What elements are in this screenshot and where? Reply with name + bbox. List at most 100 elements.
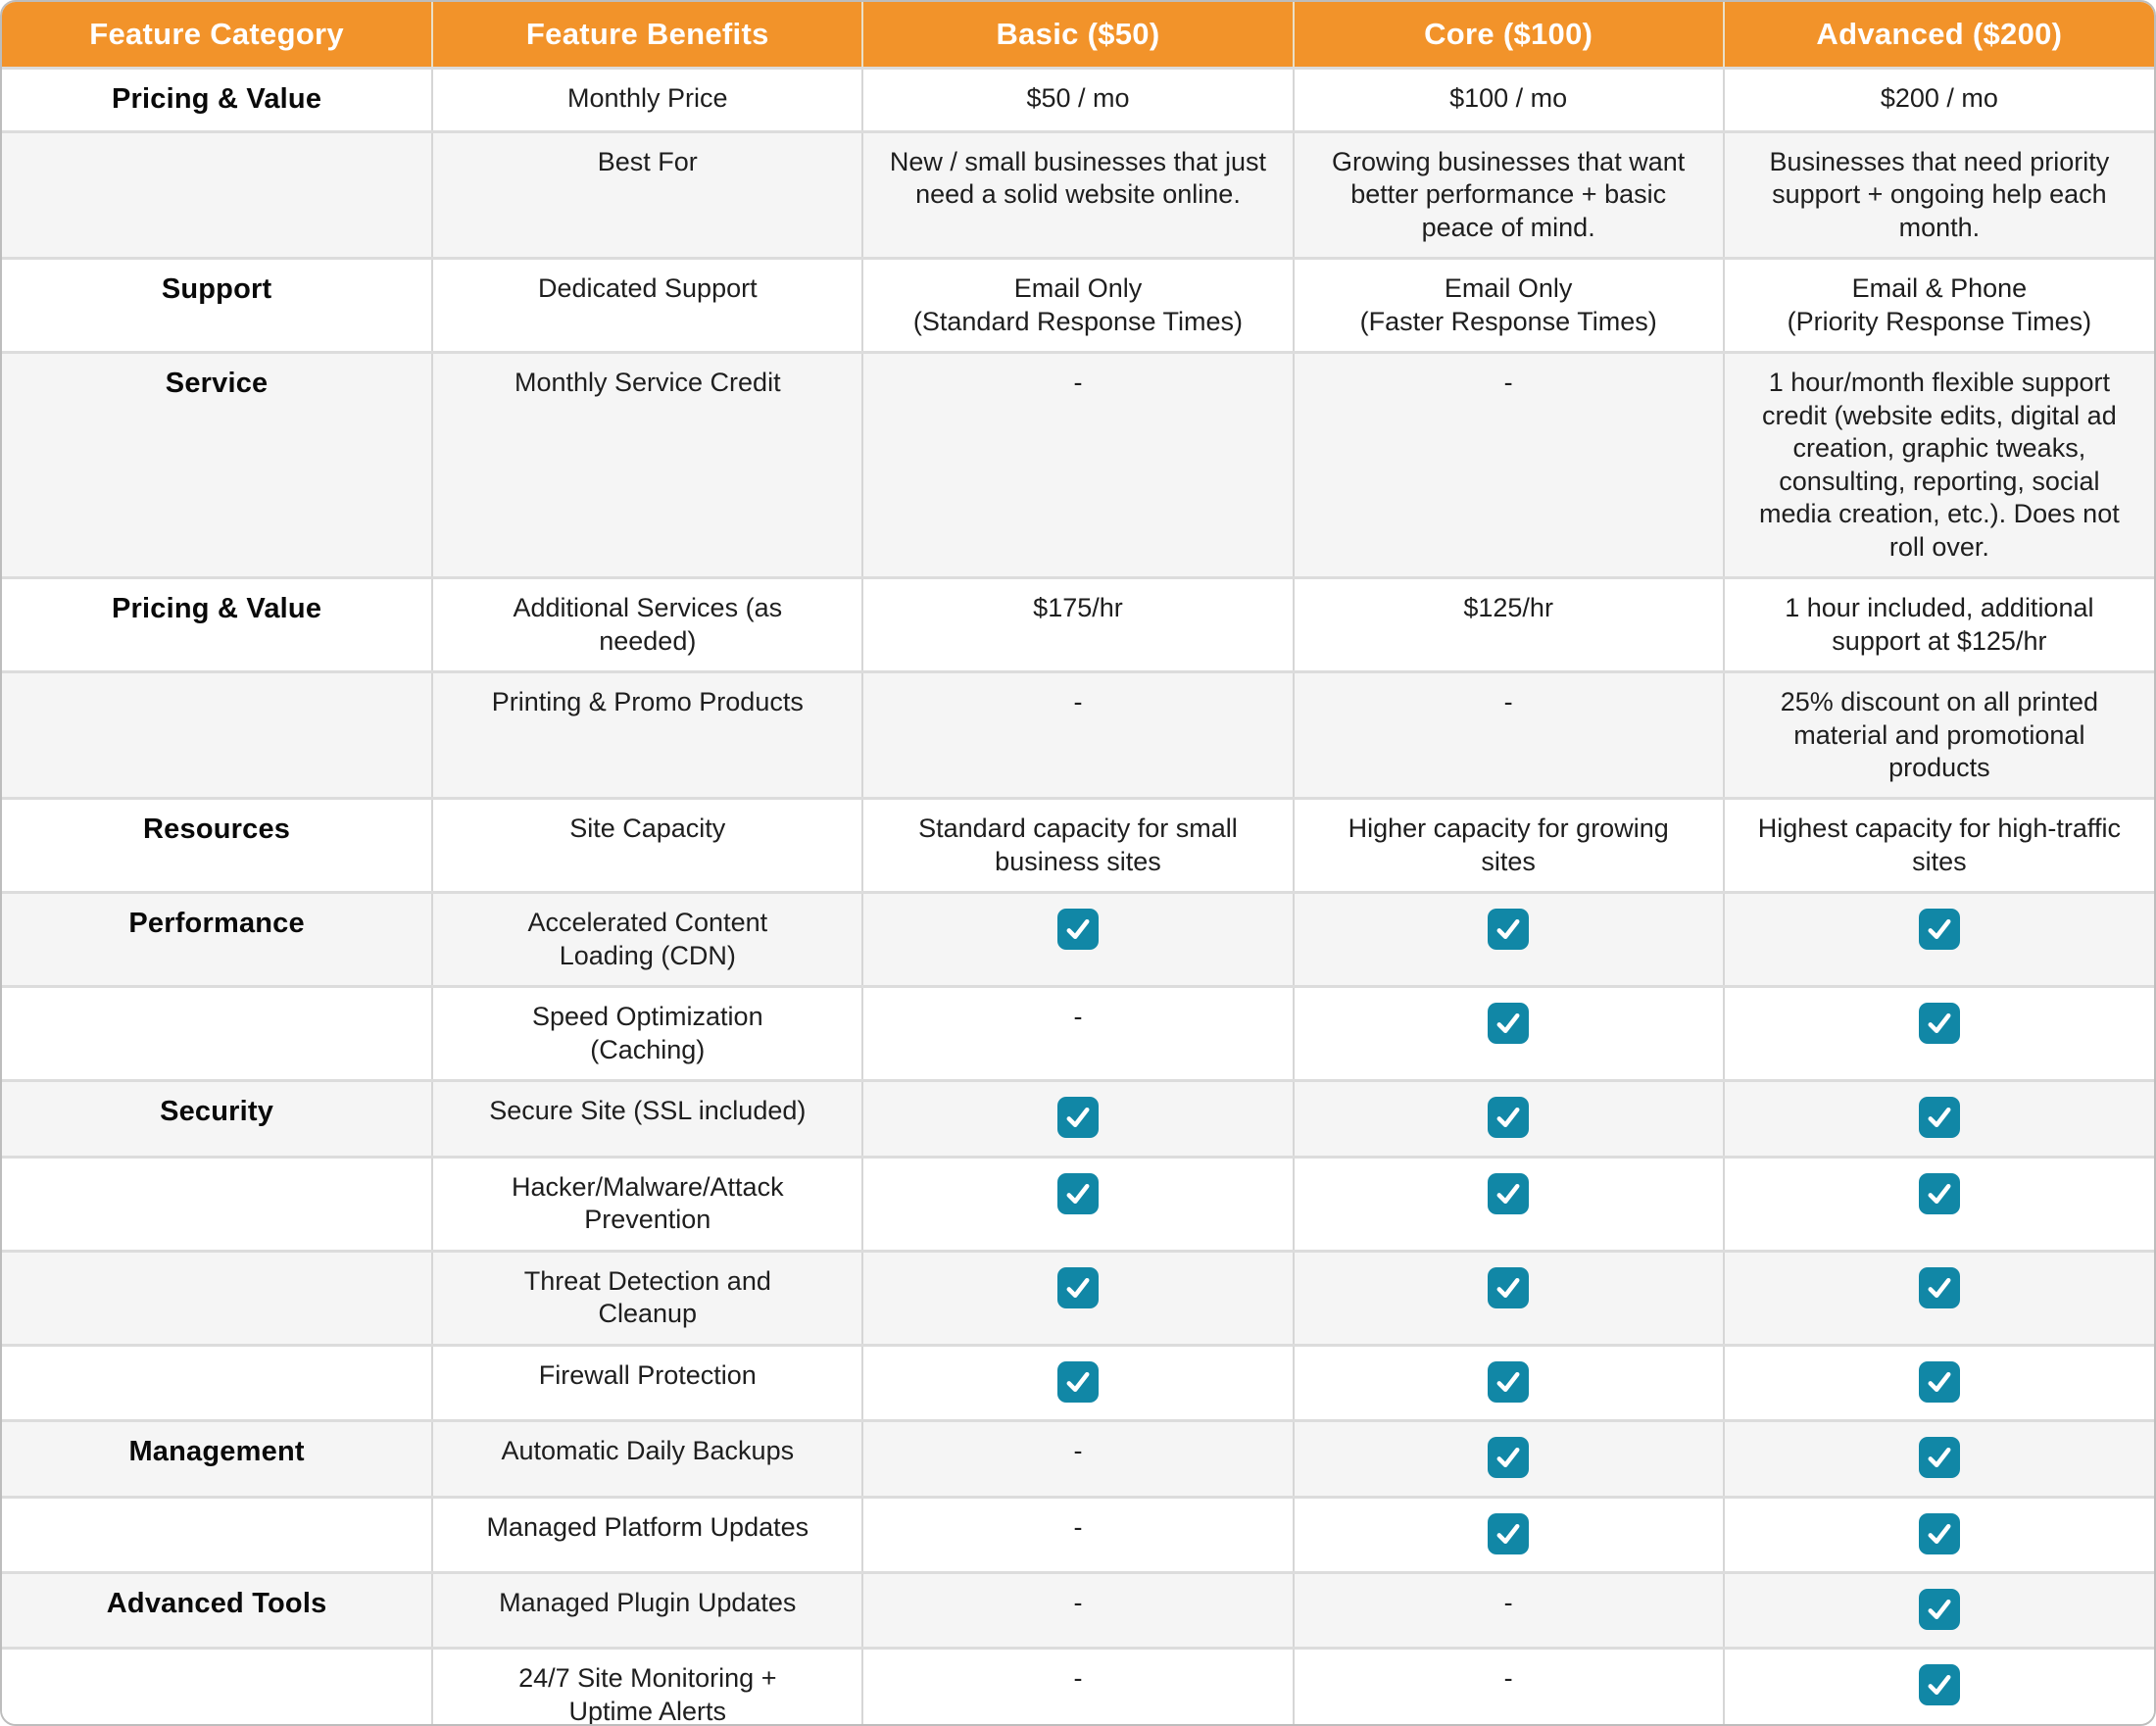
cell-feature-category: Pricing & Value xyxy=(2,67,433,132)
checkbox-checked-icon xyxy=(1488,1003,1530,1045)
cell-feature-benefits: Dedicated Support xyxy=(431,257,863,353)
checkbox-checked-icon xyxy=(1488,1360,1530,1403)
table-row: Resources Site Capacity Standard capacity … xyxy=(2,797,2154,893)
cell-basic: $50 / mo xyxy=(861,67,1294,132)
cell-feature-benefits: Accelerated Content Loading (CDN) xyxy=(431,891,863,987)
cell-basic: Standard capacity for small business sit… xyxy=(861,797,1294,893)
cell-feature-category xyxy=(2,1155,433,1252)
checkbox-checked-icon xyxy=(1488,1512,1530,1554)
cell-core xyxy=(1292,1495,1724,1573)
cell-feature-category xyxy=(2,1495,433,1573)
cell-core: - xyxy=(1292,1571,1724,1649)
table-row: Threat Detection and Cleanup xyxy=(2,1249,2154,1346)
cell-feature-benefits: Managed Plugin Updates xyxy=(431,1571,863,1649)
cell-core: $125/hr xyxy=(1292,576,1724,672)
cell-feature-category xyxy=(2,1343,433,1421)
table-row: Speed Optimization (Caching) - xyxy=(2,985,2154,1081)
checkbox-checked-icon xyxy=(1488,1437,1530,1479)
checkbox-checked-icon xyxy=(1918,1589,1960,1631)
cell-core: Email Only (Faster Response Times) xyxy=(1292,257,1724,353)
checkbox-checked-icon xyxy=(1056,909,1099,951)
cell-core xyxy=(1292,985,1724,1081)
table-row: 24/7 Site Monitoring + Uptime Alerts - - xyxy=(2,1647,2154,1724)
checkbox-checked-icon xyxy=(1918,1266,1960,1308)
cell-feature-benefits: Printing & Promo Products xyxy=(431,670,863,799)
cell-advanced xyxy=(1722,1249,2154,1346)
cell-advanced xyxy=(1722,1419,2154,1498)
table-row: Management Automatic Daily Backups - xyxy=(2,1419,2154,1498)
header-row: Feature Category Feature Benefits Basic … xyxy=(2,2,2154,69)
cell-feature-category: Pricing & Value xyxy=(2,576,433,672)
checkbox-checked-icon xyxy=(1488,1172,1530,1214)
cell-advanced: Highest capacity for high-traffic sites xyxy=(1722,797,2154,893)
checkbox-checked-icon xyxy=(1918,909,1960,951)
table-header: Feature Category Feature Benefits Basic … xyxy=(2,2,2154,69)
cell-feature-benefits: Site Capacity xyxy=(431,797,863,893)
cell-core: - xyxy=(1292,670,1724,799)
column-header-feature-benefits: Feature Benefits xyxy=(431,2,863,69)
cell-feature-benefits: Best For xyxy=(431,129,863,259)
cell-core: - xyxy=(1292,1647,1724,1724)
cell-feature-benefits: Hacker/Malware/Attack Prevention xyxy=(431,1155,863,1252)
checkbox-checked-icon xyxy=(1918,1512,1960,1554)
table-row: Hacker/Malware/Attack Prevention xyxy=(2,1155,2154,1252)
table-row: Security Secure Site (SSL included) xyxy=(2,1079,2154,1158)
cell-basic: Email Only (Standard Response Times) xyxy=(861,257,1294,353)
cell-feature-benefits: Managed Platform Updates xyxy=(431,1495,863,1573)
cell-feature-benefits: Firewall Protection xyxy=(431,1343,863,1421)
table-row: Firewall Protection xyxy=(2,1343,2154,1421)
cell-feature-benefits: 24/7 Site Monitoring + Uptime Alerts xyxy=(431,1647,863,1724)
cell-basic: New / small businesses that just need a … xyxy=(861,129,1294,259)
checkbox-checked-icon xyxy=(1918,1097,1960,1139)
column-header-advanced: Advanced ($200) xyxy=(1722,2,2154,69)
table-row: Performance Accelerated Content Loading (… xyxy=(2,891,2154,987)
checkbox-checked-icon xyxy=(1918,1437,1960,1479)
cell-feature-category xyxy=(2,670,433,799)
table-row: Managed Platform Updates - xyxy=(2,1495,2154,1573)
cell-feature-benefits: Secure Site (SSL included) xyxy=(431,1079,863,1158)
cell-advanced xyxy=(1722,1571,2154,1649)
cell-feature-category: Advanced Tools xyxy=(2,1571,433,1649)
checkbox-checked-icon xyxy=(1488,909,1530,951)
column-header-basic: Basic ($50) xyxy=(861,2,1294,69)
cell-core xyxy=(1292,1079,1724,1158)
cell-basic: - xyxy=(861,985,1294,1081)
table-body: Pricing & Value Monthly Price $50 / mo $100… xyxy=(2,67,2154,1724)
cell-core xyxy=(1292,1343,1724,1421)
cell-feature-benefits: Additional Services (as needed) xyxy=(431,576,863,672)
cell-advanced: 1 hour included, additional support at $… xyxy=(1722,576,2154,672)
cell-basic xyxy=(861,1249,1294,1346)
cell-core: Growing businesses that want better perf… xyxy=(1292,129,1724,259)
cell-advanced xyxy=(1722,1079,2154,1158)
cell-feature-category xyxy=(2,1647,433,1724)
checkbox-checked-icon xyxy=(1918,1172,1960,1214)
table-row: Advanced Tools Managed Plugin Updates - - xyxy=(2,1571,2154,1649)
checkbox-checked-icon xyxy=(1056,1172,1099,1214)
column-header-core: Core ($100) xyxy=(1292,2,1724,69)
cell-feature-category: Performance xyxy=(2,891,433,987)
cell-feature-category: Service xyxy=(2,351,433,578)
cell-feature-category: Resources xyxy=(2,797,433,893)
cell-basic: - xyxy=(861,1495,1294,1573)
cell-basic: - xyxy=(861,1419,1294,1498)
cell-advanced: 1 hour/month flexible support credit (we… xyxy=(1722,351,2154,578)
cell-basic xyxy=(861,1155,1294,1252)
cell-advanced xyxy=(1722,1343,2154,1421)
cell-feature-category: Security xyxy=(2,1079,433,1158)
cell-core xyxy=(1292,1419,1724,1498)
cell-feature-category: Management xyxy=(2,1419,433,1498)
cell-core: Higher capacity for growing sites xyxy=(1292,797,1724,893)
checkbox-checked-icon xyxy=(1918,1664,1960,1706)
table-row: Printing & Promo Products - -25% discount … xyxy=(2,670,2154,799)
checkbox-checked-icon xyxy=(1488,1097,1530,1139)
cell-feature-benefits: Monthly Price xyxy=(431,67,863,132)
cell-core: - xyxy=(1292,351,1724,578)
cell-core: $100 / mo xyxy=(1292,67,1724,132)
cell-basic xyxy=(861,891,1294,987)
cell-basic: - xyxy=(861,351,1294,578)
cell-advanced xyxy=(1722,1495,2154,1573)
cell-feature-benefits: Threat Detection and Cleanup xyxy=(431,1249,863,1346)
table-row: Best For New / small businesses that just… xyxy=(2,129,2154,259)
